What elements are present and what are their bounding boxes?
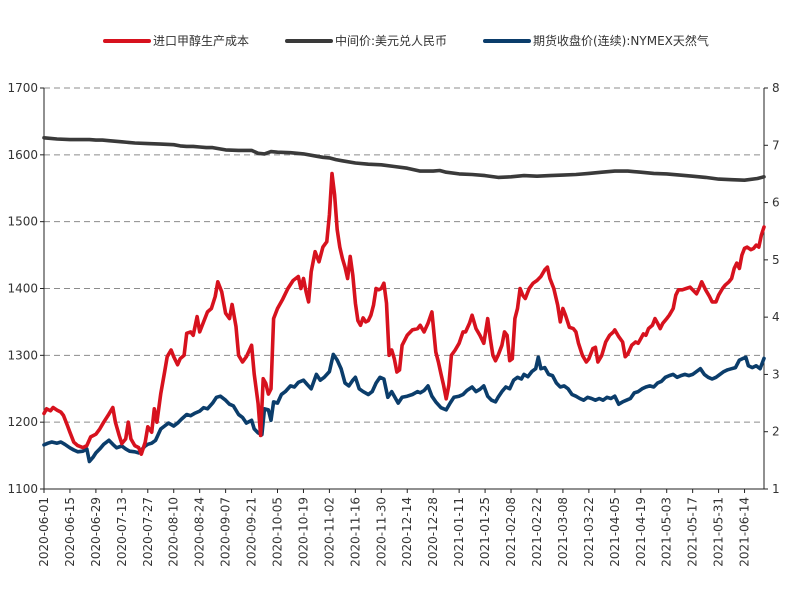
x-tick-label: 2020-08-10: [167, 497, 181, 567]
x-tick-label: 2020-12-28: [426, 497, 440, 567]
left-y-tick-label: 1200: [7, 415, 38, 429]
x-tick-label: 2020-10-05: [271, 497, 285, 567]
right-y-tick-label: 6: [772, 196, 780, 210]
x-tick-label: 2020-07-27: [141, 497, 155, 567]
right-y-tick-label: 8: [772, 81, 780, 95]
x-tick-label: 2020-10-19: [296, 497, 310, 567]
x-tick-label: 2021-04-19: [634, 497, 648, 567]
x-tick-label: 2020-08-24: [193, 497, 207, 567]
legend: 进口甲醇生产成本 中间价:美元兑人民币 期货收盘价(连续):NYMEX天然气: [103, 33, 709, 48]
x-tick-label: 2020-06-29: [89, 497, 103, 567]
left-y-tick-label: 1100: [7, 482, 38, 496]
x-tick-label: 2021-03-22: [582, 497, 596, 567]
series-lines: [42, 136, 766, 464]
series-line-usdcny: [42, 136, 766, 182]
grid-lines: [40, 87, 768, 493]
x-tick-label: 2020-11-16: [348, 497, 362, 567]
left-y-tick-label: 1400: [7, 282, 38, 296]
x-tick-label: 2021-05-17: [686, 497, 700, 567]
x-tick-label: 2020-07-13: [115, 497, 129, 567]
x-tick-label: 2021-01-11: [452, 497, 466, 567]
axes: [43, 88, 765, 490]
x-tick-label: 2021-02-08: [504, 497, 518, 567]
left-y-tick-label: 1600: [7, 148, 38, 162]
right-y-tick-label: 2: [772, 425, 780, 439]
x-tick-labels: 2020-06-01 2020-06-15 2020-06-29 2020-07-13…: [37, 497, 752, 567]
legend-item-methanol-cost-label: 进口甲醇生产成本: [153, 33, 249, 48]
x-tick-label: 2021-03-08: [556, 497, 570, 567]
series-line-methanol-cost: [42, 171, 766, 456]
x-tick-label: 2020-11-30: [374, 497, 388, 567]
x-tick-label: 2020-09-21: [245, 497, 259, 567]
x-tick-label: 2021-05-03: [660, 497, 674, 567]
left-y-tick-label: 1500: [7, 215, 38, 229]
right-y-tick-label: 7: [772, 138, 780, 152]
x-tick-label: 2020-12-14: [400, 497, 414, 567]
legend-item-usdcny-label: 中间价:美元兑人民币: [335, 33, 447, 48]
x-tick-label: 2021-06-14: [738, 497, 752, 567]
right-y-tick-label: 1: [772, 482, 780, 496]
left-y-tick-label: 1300: [7, 348, 38, 362]
left-y-tick-labels: 1100 1200 1300 1400 1500 1600 1700: [7, 81, 38, 496]
legend-item-nymex-gas-label: 期货收盘价(连续):NYMEX天然气: [533, 33, 709, 48]
x-tick-label: 2020-06-01: [37, 497, 51, 567]
x-tick-label: 2021-01-25: [478, 497, 492, 567]
right-y-tick-label: 3: [772, 367, 780, 381]
x-tick-label: 2020-06-15: [63, 497, 77, 567]
right-y-tick-label: 4: [772, 310, 780, 324]
x-tick-label: 2021-02-22: [530, 497, 544, 567]
right-y-tick-labels: 1 2 3 4 5 6 7 8: [772, 81, 780, 496]
x-tick-label: 2020-09-07: [219, 497, 233, 567]
x-tick-label: 2021-05-31: [712, 497, 726, 567]
left-y-tick-label: 1700: [7, 81, 38, 95]
x-tick-label: 2021-04-05: [608, 497, 622, 567]
right-y-tick-label: 5: [772, 253, 780, 267]
series-line-nymex-gas: [42, 352, 766, 464]
x-tick-label: 2020-11-02: [322, 497, 336, 567]
